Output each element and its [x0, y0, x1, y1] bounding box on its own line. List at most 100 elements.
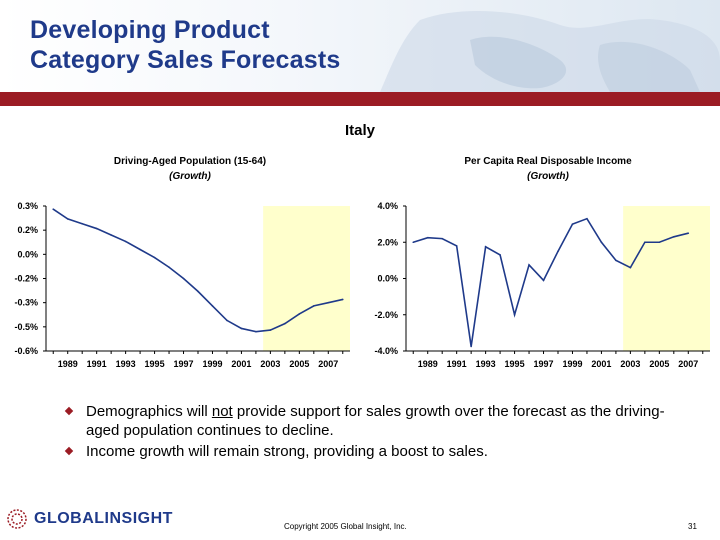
y-tick-label: -4.0% — [374, 346, 398, 356]
forecast-shading — [623, 206, 710, 351]
data-point — [81, 222, 83, 225]
data-point — [455, 245, 458, 247]
x-tick-label: 1997 — [174, 359, 194, 369]
data-point — [226, 319, 228, 322]
data-point — [52, 208, 55, 211]
forecast-shading — [263, 206, 350, 351]
data-point — [426, 236, 429, 239]
data-point — [197, 290, 199, 293]
x-tick-label: 1991 — [447, 359, 467, 369]
x-tick-label: 1993 — [476, 359, 496, 369]
data-point — [110, 234, 112, 236]
x-tick-label: 2005 — [289, 359, 309, 369]
bullet-marker-icon — [64, 446, 74, 456]
data-point — [484, 245, 487, 248]
data-point — [139, 248, 141, 251]
y-tick-label: -0.3% — [14, 298, 38, 308]
data-point — [153, 256, 156, 259]
x-tick-label: 1995 — [145, 359, 165, 369]
slide-title-line2: Category Sales Forecasts — [30, 46, 341, 74]
y-tick-label: 0.2% — [17, 225, 38, 235]
data-point — [269, 329, 272, 331]
x-tick-label: 2003 — [620, 359, 640, 369]
data-point — [412, 241, 415, 244]
x-tick-label: 1993 — [116, 359, 136, 369]
chart1-subtitle: (Growth) — [169, 171, 211, 182]
data-point — [255, 330, 257, 333]
bullet-item: Income growth will remain strong, provid… — [64, 442, 676, 461]
series-line — [412, 217, 689, 347]
data-point — [528, 264, 530, 266]
x-tick-label: 2001 — [231, 359, 251, 369]
data-point — [687, 232, 690, 234]
bullet-text-underlined: not — [211, 403, 233, 420]
company-logo: GLOBALINSIGHT — [6, 508, 173, 530]
country-label: Italy — [344, 122, 375, 139]
x-tick-label: 1999 — [562, 359, 582, 369]
data-point — [95, 227, 98, 230]
y-tick-label: -0.2% — [14, 274, 38, 284]
page-number: 31 — [688, 522, 697, 531]
y-tick-label: 0.0% — [17, 249, 38, 259]
chart2-title: Per Capita Real Disposable Income — [464, 156, 632, 167]
data-point — [124, 240, 127, 243]
data-point — [240, 327, 243, 330]
data-point — [168, 266, 170, 269]
data-point — [470, 345, 472, 348]
data-point — [284, 322, 286, 325]
x-tick-label: 1989 — [418, 359, 438, 369]
data-point — [615, 259, 617, 262]
header-banner: Developing Product Category Sales Foreca… — [0, 0, 720, 92]
x-tick-label: 2005 — [649, 359, 669, 369]
slide-title-line1: Developing Product — [30, 16, 270, 44]
data-point — [542, 279, 545, 282]
y-tick-label: 4.0% — [377, 201, 398, 211]
data-point — [327, 301, 330, 304]
chart1-title: Driving-Aged Population (15-64) — [113, 156, 267, 167]
globe-icon — [7, 509, 27, 529]
bullet-text-before: Demographics will — [86, 403, 212, 420]
data-point — [211, 305, 214, 307]
y-tick-label: 0.3% — [17, 201, 38, 211]
x-tick-label: 2007 — [318, 359, 338, 369]
x-tick-label: 2007 — [678, 359, 698, 369]
data-point — [298, 313, 301, 315]
data-point — [658, 241, 661, 244]
y-tick-label: -0.6% — [14, 346, 38, 356]
data-point — [499, 254, 501, 256]
data-point — [571, 223, 574, 225]
data-point — [644, 241, 646, 244]
data-point — [600, 241, 603, 244]
x-tick-label: 1997 — [534, 359, 554, 369]
logo-text: GLOBALINSIGHT — [34, 510, 173, 527]
data-point — [586, 217, 588, 220]
header-accent-bar — [0, 92, 720, 106]
data-point — [441, 237, 443, 240]
x-tick-label: 1991 — [87, 359, 107, 369]
y-tick-label: 2.0% — [377, 237, 398, 247]
bullet-text-after: provide support for sales growth over th… — [86, 403, 665, 439]
bullet-list: Demographics will not provide support fo… — [64, 402, 676, 463]
x-tick-label: 1995 — [505, 359, 525, 369]
y-tick-label: -0.5% — [14, 322, 38, 332]
data-point — [66, 218, 69, 220]
data-point — [513, 313, 516, 316]
y-tick-label: -2.0% — [374, 310, 398, 320]
data-point — [629, 266, 632, 269]
chart2-subtitle: (Growth) — [527, 171, 569, 182]
x-tick-label: 1999 — [202, 359, 222, 369]
x-tick-label: 1989 — [58, 359, 78, 369]
bullet-item: Demographics will not provide support fo… — [64, 402, 676, 440]
y-tick-label: 0.0% — [377, 274, 398, 284]
data-point — [557, 250, 559, 253]
data-point — [341, 298, 344, 301]
world-map-watermark — [380, 10, 720, 92]
x-tick-label: 2001 — [591, 359, 611, 369]
bullet-text: Income growth will remain strong, provid… — [86, 443, 488, 460]
x-tick-label: 2003 — [260, 359, 280, 369]
data-point — [673, 236, 675, 238]
income-growth-chart: 4.0% 2.0% 0.0% -2.0% -4.0% 1989 1991 1993 1995 19… — [374, 201, 710, 369]
bullet-marker-icon — [64, 406, 74, 416]
data-point — [313, 305, 315, 307]
population-growth-chart: 0.3% 0.2% 0.0% -0.2% -0.3% -0.5% -0.6% 1989 1991… — [14, 201, 350, 369]
